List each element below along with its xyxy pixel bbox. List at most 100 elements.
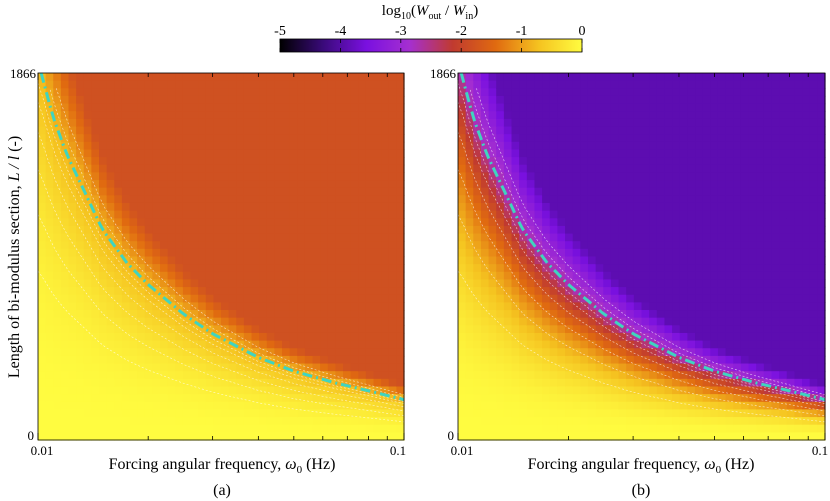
heatmap-cell [60,310,70,319]
heatmap-cell [565,157,574,166]
heatmap-cell [542,332,551,342]
heatmap-cell [610,355,620,365]
heatmap-cell [99,218,108,227]
heatmap-cell [549,73,558,82]
heatmap-cell [748,340,757,349]
heatmap-cell [365,248,375,258]
heatmap-cell [266,118,275,128]
heatmap-cell [626,134,635,143]
heatmap-cell [756,172,765,181]
heatmap-cell [282,317,291,326]
heatmap-cell [213,371,222,380]
heatmap-cell [618,210,627,219]
heatmap-cell [610,417,620,426]
heatmap-cell [542,126,551,135]
heatmap-cell [717,401,727,411]
heatmap-cell [160,432,169,441]
heatmap-cell [786,225,796,235]
heatmap-cell [320,134,329,143]
heatmap-cell [702,187,711,196]
heatmap-cell [717,325,727,334]
heatmap-cell [695,118,704,128]
heatmap-cell [725,80,734,89]
heatmap-cell [373,195,382,204]
heatmap-cell [542,386,551,395]
heatmap-cell [129,180,138,189]
heatmap-cell [221,302,230,311]
heatmap-cell [304,248,314,258]
heatmap-cell [205,248,214,258]
heatmap-cell [228,332,237,342]
heatmap-cell [335,279,344,288]
heatmap-cell [626,118,635,128]
heatmap-cell [534,88,543,97]
heatmap-cell [160,111,169,120]
heatmap-cell [190,363,199,372]
heatmap-cell [381,355,390,365]
heatmap-cell [38,225,47,235]
heatmap-cell [373,73,382,82]
heatmap-cell [266,355,275,365]
heatmap-cell [526,172,536,181]
heatmap-cell [228,80,237,89]
heatmap-cell [809,88,818,97]
heatmap-cell [160,325,169,334]
heatmap-cell [190,340,199,349]
heatmap-cell [251,164,260,173]
heatmap-cell [496,111,505,120]
heatmap-cell [664,126,673,135]
heatmap-cell [76,401,85,411]
heatmap-cell [160,88,169,97]
heatmap-cell [350,111,359,120]
heatmap-cell [572,195,581,204]
heatmap-cell [610,348,620,357]
heatmap-cell [641,363,650,372]
heatmap-cell [779,157,788,166]
heatmap-cell [221,310,230,319]
heatmap-cell [465,180,474,189]
heatmap-cell [213,225,222,235]
heatmap-cell [182,103,192,112]
heatmap-cell [320,172,329,181]
heatmap-cell [656,202,666,212]
heatmap-cell [365,103,375,112]
heatmap-cell [465,164,474,173]
heatmap-cell [76,424,85,433]
heatmap-cell [610,195,620,204]
heatmap-cell [68,195,77,204]
heatmap-cell [733,126,742,135]
heatmap-cell [182,340,192,349]
heatmap-cell [53,302,62,311]
heatmap-cell [488,80,497,89]
heatmap-cell [710,157,719,166]
heatmap-cell [626,302,635,311]
heatmap-cell [106,180,115,189]
heatmap-cell [733,149,742,158]
heatmap-cell [664,325,673,334]
heatmap-cell [190,432,199,441]
heatmap-cell [60,279,70,288]
heatmap-cell [740,210,750,219]
heatmap-cell [656,180,666,189]
heatmap-cell [289,172,298,181]
heatmap-cell [618,355,627,365]
heatmap-cell [243,424,253,433]
heatmap-cell [565,149,574,158]
heatmap-cell [160,180,169,189]
heatmap-cell [373,187,382,196]
heatmap-cell [610,271,620,281]
heatmap-cell [76,432,85,441]
heatmap-cell [786,172,796,181]
heatmap-cell [779,287,788,296]
heatmap-cell [488,432,497,441]
heatmap-cell [304,149,314,158]
heatmap-cell [580,172,589,181]
heatmap-cell [304,126,314,135]
heatmap-cell [488,317,497,326]
heatmap-cell [664,386,673,395]
heatmap-cell [695,310,704,319]
heatmap-cell [687,417,696,426]
heatmap-cell [465,218,474,227]
heatmap-cell [511,202,520,212]
heatmap-cell [228,417,237,426]
